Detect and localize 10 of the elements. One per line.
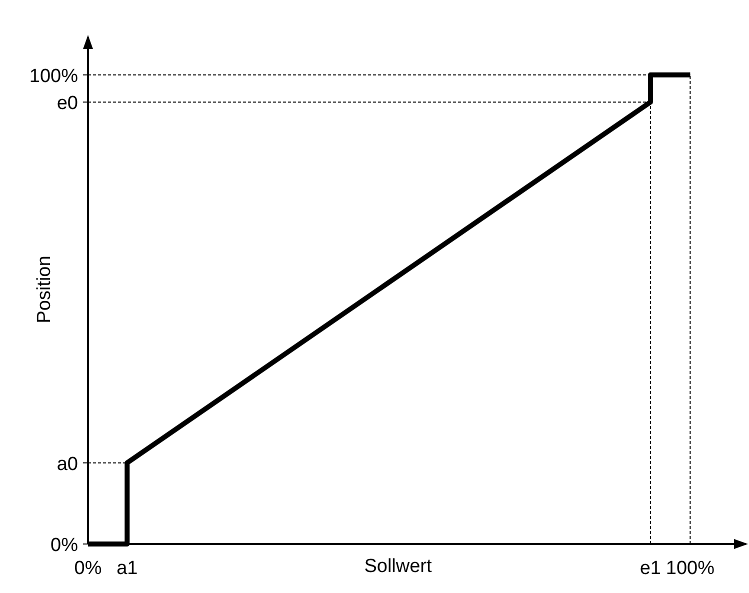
y-tick-label: 100% <box>29 66 78 87</box>
x-tick-label: 0% <box>74 558 102 579</box>
y-axis-title: Position <box>34 256 55 324</box>
x-tick-label: a1 <box>116 558 138 579</box>
y-tick-label: e0 <box>56 93 78 114</box>
y-tick-label: a0 <box>56 454 78 475</box>
x-tick-label: 100% <box>666 558 715 579</box>
x-axis-title: Sollwert <box>364 556 433 577</box>
y-tick-label: 0% <box>50 535 78 556</box>
x-tick-label: e1 <box>640 558 662 579</box>
